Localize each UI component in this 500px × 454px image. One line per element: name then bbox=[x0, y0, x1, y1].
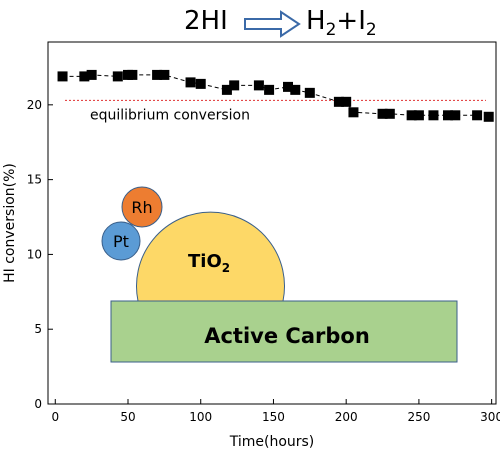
pt-label: Pt bbox=[113, 232, 129, 251]
data-point bbox=[159, 69, 170, 80]
reaction-equation: 2HI H2+I2 bbox=[0, 0, 500, 44]
pt-particle bbox=[101, 221, 141, 261]
data-point bbox=[283, 81, 293, 92]
data-point bbox=[185, 77, 196, 88]
reaction-arrow-icon bbox=[244, 10, 301, 38]
data-point bbox=[127, 69, 138, 80]
data-point bbox=[112, 71, 123, 82]
data-point bbox=[406, 110, 417, 121]
data-point bbox=[443, 110, 453, 121]
data-point bbox=[483, 111, 494, 122]
data-series bbox=[57, 69, 494, 122]
y-tick-label: 20 bbox=[27, 98, 42, 112]
data-point bbox=[413, 110, 424, 121]
y-tick-label: 10 bbox=[27, 247, 42, 261]
tio2-text: TiO bbox=[188, 251, 222, 272]
data-point bbox=[304, 87, 315, 98]
y-tick-label: 0 bbox=[34, 397, 42, 411]
data-point bbox=[86, 69, 97, 80]
x-tick-label: 100 bbox=[189, 410, 212, 424]
data-point bbox=[348, 107, 359, 118]
data-point bbox=[195, 78, 206, 89]
data-point bbox=[152, 69, 163, 80]
data-point bbox=[333, 96, 344, 107]
catalyst-illustration: Rh Pt TiO2 Active Carbon bbox=[101, 186, 458, 363]
rh-label: Rh bbox=[131, 198, 152, 217]
x-tick-label: 50 bbox=[120, 410, 135, 424]
tio2-label: TiO2 bbox=[188, 251, 230, 275]
data-point bbox=[472, 110, 483, 121]
data-point bbox=[428, 110, 439, 121]
products-label: H2+I2 bbox=[306, 6, 377, 40]
data-point bbox=[341, 96, 352, 107]
data-point bbox=[79, 71, 90, 82]
product-h-subscript: 2 bbox=[325, 20, 337, 40]
data-point bbox=[290, 84, 301, 95]
product-i: I bbox=[358, 6, 366, 36]
active-carbon-support bbox=[110, 300, 458, 363]
data-point bbox=[221, 84, 232, 95]
rh-particle bbox=[121, 186, 163, 228]
data-point bbox=[377, 108, 388, 119]
active-carbon-label: Active Carbon bbox=[204, 324, 370, 348]
tio2-particle bbox=[136, 211, 285, 302]
product-i-subscript: 2 bbox=[365, 20, 377, 40]
x-tick-label: 300 bbox=[480, 410, 500, 424]
x-tick-label: 0 bbox=[51, 410, 59, 424]
x-tick-label: 200 bbox=[335, 410, 358, 424]
data-point bbox=[384, 108, 395, 119]
x-tick-label: 150 bbox=[262, 410, 285, 424]
axis-ticks: 0 50 100 150 200 250 300 0 5 10 15 20 bbox=[27, 98, 500, 424]
data-point bbox=[229, 80, 240, 91]
data-point bbox=[253, 80, 264, 91]
y-axis-label: HI conversion(%) bbox=[2, 163, 18, 283]
data-point bbox=[57, 71, 68, 82]
equilibrium-label: equilibrium conversion bbox=[90, 107, 250, 123]
data-point bbox=[264, 84, 275, 95]
data-point bbox=[450, 110, 461, 121]
tio2-subscript: 2 bbox=[222, 261, 230, 275]
y-tick-label: 15 bbox=[27, 173, 42, 187]
product-h: H bbox=[306, 6, 326, 36]
equilibrium-line-group: equilibrium conversion bbox=[65, 99, 486, 123]
x-axis-label: Time(hours) bbox=[229, 434, 315, 450]
plus-sign: + bbox=[336, 6, 359, 36]
plot-frame bbox=[47, 41, 497, 405]
y-tick-label: 5 bbox=[34, 322, 42, 336]
reactant-label: 2HI bbox=[184, 6, 228, 36]
x-tick-label: 250 bbox=[407, 410, 430, 424]
